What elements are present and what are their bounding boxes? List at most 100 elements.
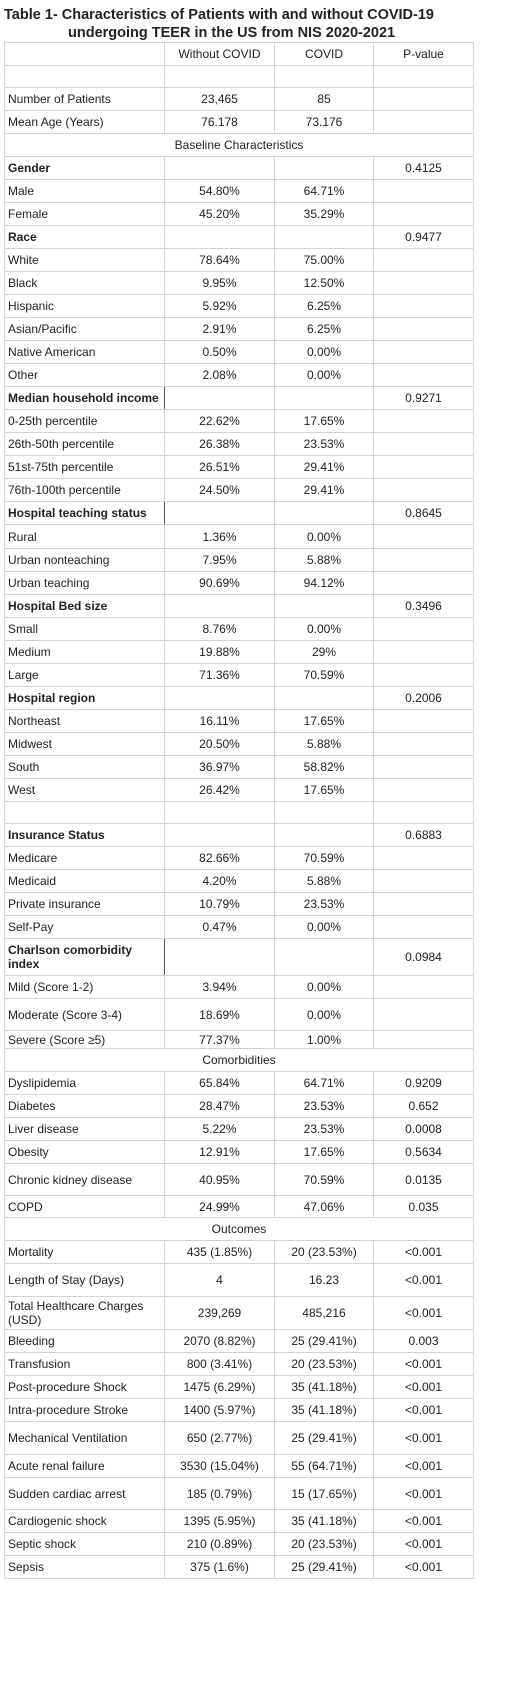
table-row: Rural 1.36% 0.00% xyxy=(4,524,474,549)
covid-cell: 35.29% xyxy=(274,202,374,226)
p-value-cell: <0.001 xyxy=(373,1532,474,1556)
label-cell xyxy=(4,801,165,824)
table-row: Medicaid 4.20% 5.88% xyxy=(4,869,474,893)
covid-cell: 55 (64.71%) xyxy=(274,1454,374,1478)
table-row: COPD 24.99% 47.06% 0.035 xyxy=(4,1195,474,1218)
without-covid-cell: 1395 (5.95%) xyxy=(164,1509,275,1533)
p-value-cell: 0.3496 xyxy=(373,594,474,618)
table-row: Obesity 12.91% 17.65% 0.5634 xyxy=(4,1140,474,1164)
label-cell: Number of Patients xyxy=(4,87,165,111)
label-cell: Liver disease xyxy=(4,1117,165,1141)
without-covid-cell: 800 (3.41%) xyxy=(164,1352,275,1376)
label-cell: Insurance Status xyxy=(4,823,165,847)
label-cell: Septic shock xyxy=(4,1532,165,1556)
p-value-cell xyxy=(373,65,474,88)
table-row: Bleeding 2070 (8.82%) 25 (29.41%) 0.003 xyxy=(4,1329,474,1353)
label-cell: Dyslipidemia xyxy=(4,1071,165,1095)
table-row: Private insurance 10.79% 23.53% xyxy=(4,892,474,916)
p-value-cell: 0.652 xyxy=(373,1094,474,1118)
covid-cell: 5.88% xyxy=(274,548,374,572)
covid-cell: 64.71% xyxy=(274,1071,374,1095)
p-value-cell: 0.4125 xyxy=(373,156,474,180)
without-covid-cell: 5.22% xyxy=(164,1117,275,1141)
section-header-row: Comorbidities xyxy=(4,1048,474,1072)
covid-cell: 29.41% xyxy=(274,455,374,479)
without-covid-cell: 28.47% xyxy=(164,1094,275,1118)
p-value-cell: 0.0008 xyxy=(373,1117,474,1141)
table-row: Asian/Pacific 2.91% 6.25% xyxy=(4,317,474,341)
without-covid-cell: 4 xyxy=(164,1263,275,1297)
section-header-row: Outcomes xyxy=(4,1217,474,1241)
p-value-cell: 0.2006 xyxy=(373,686,474,710)
covid-cell xyxy=(274,386,374,410)
label-cell: Median household income xyxy=(4,386,165,410)
table-row: Midwest 20.50% 5.88% xyxy=(4,732,474,756)
table-row: Length of Stay (Days) 4 16.23 <0.001 xyxy=(4,1263,474,1297)
without-covid-cell: 22.62% xyxy=(164,409,275,433)
without-covid-cell: 45.20% xyxy=(164,202,275,226)
without-covid-cell: 650 (2.77%) xyxy=(164,1421,275,1455)
label-cell: Medium xyxy=(4,640,165,664)
p-value-cell: <0.001 xyxy=(373,1263,474,1297)
covid-cell: 75.00% xyxy=(274,248,374,272)
covid-cell: 58.82% xyxy=(274,755,374,779)
label-cell: Midwest xyxy=(4,732,165,756)
section-header: Outcomes xyxy=(4,1217,474,1241)
without-covid-cell: 4.20% xyxy=(164,869,275,893)
covid-cell: 20 (23.53%) xyxy=(274,1240,374,1264)
without-covid-cell xyxy=(164,225,275,249)
covid-cell: 1.00% xyxy=(274,1030,374,1049)
label-cell: Urban teaching xyxy=(4,571,165,595)
covid-cell: 25 (29.41%) xyxy=(274,1329,374,1353)
label-cell: 26th-50th percentile xyxy=(4,432,165,456)
label-cell: 0-25th percentile xyxy=(4,409,165,433)
label-cell: Mortality xyxy=(4,1240,165,1264)
without-covid-cell: 3.94% xyxy=(164,975,275,999)
p-value-cell xyxy=(373,271,474,295)
p-value-cell xyxy=(373,110,474,134)
label-cell: Hispanic xyxy=(4,294,165,318)
without-covid-cell: 54.80% xyxy=(164,179,275,203)
table-row: White 78.64% 75.00% xyxy=(4,248,474,272)
label-cell: Large xyxy=(4,663,165,687)
p-value-cell: 0.003 xyxy=(373,1329,474,1353)
p-value-cell xyxy=(373,869,474,893)
covid-cell: 17.65% xyxy=(274,409,374,433)
label-cell: Native American xyxy=(4,340,165,364)
covid-cell: 16.23 xyxy=(274,1263,374,1297)
p-value-cell xyxy=(373,709,474,733)
table-row: Mechanical Ventilation 650 (2.77%) 25 (29.… xyxy=(4,1421,474,1455)
without-covid-cell: 1400 (5.97%) xyxy=(164,1398,275,1422)
p-value-cell xyxy=(373,363,474,387)
covid-cell: 20 (23.53%) xyxy=(274,1532,374,1556)
table-row: Intra-procedure Stroke 1400 (5.97%) 35 (41… xyxy=(4,1398,474,1422)
covid-cell: 73.176 xyxy=(274,110,374,134)
without-covid-cell: 36.97% xyxy=(164,755,275,779)
category-row: Charlson comorbidity index 0.0984 xyxy=(4,938,474,976)
covid-cell: 23.53% xyxy=(274,892,374,916)
table-row: Acute renal failure 3530 (15.04%) 55 (64.7… xyxy=(4,1454,474,1478)
table-row: 26th-50th percentile 26.38% 23.53% xyxy=(4,432,474,456)
p-value-cell xyxy=(373,202,474,226)
title-line-1: Table 1- Characteristics of Patients wit… xyxy=(4,7,434,23)
p-value-cell xyxy=(373,294,474,318)
table-row: 0-25th percentile 22.62% 17.65% xyxy=(4,409,474,433)
covid-cell xyxy=(274,225,374,249)
label-cell: Sudden cardiac arrest xyxy=(4,1477,165,1510)
without-covid-cell: 7.95% xyxy=(164,548,275,572)
without-covid-cell: 26.42% xyxy=(164,778,275,802)
without-covid-cell: 1475 (6.29%) xyxy=(164,1375,275,1399)
table-row: Chronic kidney disease 40.95% 70.59% 0.0135 xyxy=(4,1163,474,1196)
covid-cell: 25 (29.41%) xyxy=(274,1555,374,1579)
label-cell: Asian/Pacific xyxy=(4,317,165,341)
covid-cell: 70.59% xyxy=(274,663,374,687)
table-row: Total Healthcare Charges (USD) 239,269 485… xyxy=(4,1296,474,1330)
table-row: West 26.42% 17.65% xyxy=(4,778,474,802)
column-header xyxy=(4,42,165,66)
without-covid-cell: 26.38% xyxy=(164,432,275,456)
label-cell: South xyxy=(4,755,165,779)
covid-cell: 23.53% xyxy=(274,1117,374,1141)
label-cell: Cardiogenic shock xyxy=(4,1509,165,1533)
covid-cell: 0.00% xyxy=(274,363,374,387)
label-cell: Intra-procedure Stroke xyxy=(4,1398,165,1422)
